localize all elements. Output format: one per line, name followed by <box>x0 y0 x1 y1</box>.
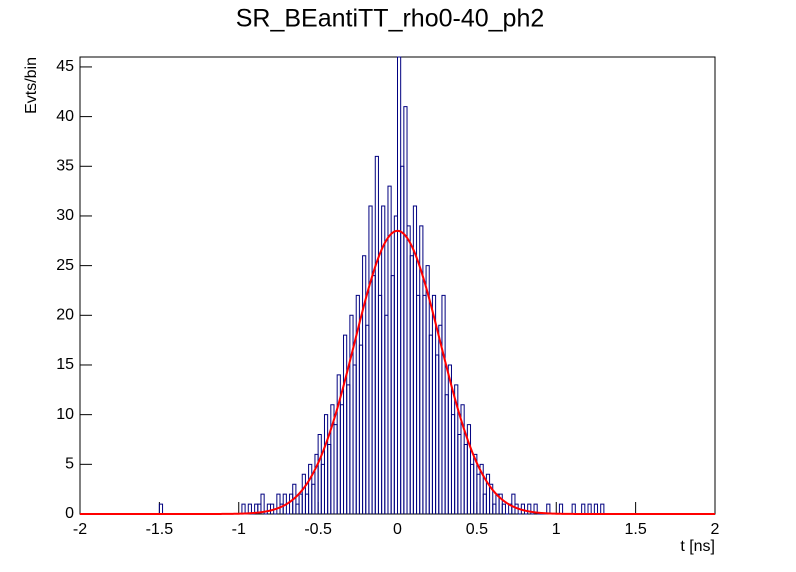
y-tick-label: 30 <box>56 207 74 224</box>
y-tick-label: 5 <box>65 456 74 473</box>
y-tick-label: 0 <box>65 505 74 522</box>
y-tick-label: 25 <box>56 257 74 274</box>
x-tick-label: -1 <box>232 521 246 538</box>
x-tick-label: -0.5 <box>304 521 332 538</box>
histogram-bin <box>527 503 532 514</box>
histogram-bin <box>533 503 538 514</box>
x-tick-label: -2 <box>73 521 87 538</box>
x-tick-label: 1 <box>552 521 561 538</box>
histogram-bin <box>593 503 599 514</box>
histogram-bin <box>241 503 246 514</box>
y-tick-label: 20 <box>56 307 74 324</box>
y-tick-label: 45 <box>56 58 74 75</box>
x-tick-label: -1.5 <box>146 521 174 538</box>
y-axis-label: Evts/bin <box>23 57 40 114</box>
histogram-bin <box>260 493 265 514</box>
histogram-bin <box>571 503 576 514</box>
y-tick-label: 15 <box>56 356 74 373</box>
y-tick-label: 35 <box>56 158 74 175</box>
histogram-bin <box>600 503 605 514</box>
histogram-bin <box>558 503 564 514</box>
x-tick-label: 1.5 <box>625 521 647 538</box>
y-tick-label: 10 <box>56 406 74 423</box>
histogram-bin <box>501 503 506 514</box>
histogram-bin <box>489 483 494 514</box>
chart-title: SR_BEantiTT_rho0-40_ph2 <box>236 5 545 33</box>
x-tick-label: 0 <box>393 521 402 538</box>
x-tick-label: 0.5 <box>466 521 488 538</box>
histogram-bin <box>479 463 484 514</box>
x-axis-label: t [ns] <box>680 538 715 555</box>
histogram-bin <box>158 503 164 514</box>
x-tick-label: 2 <box>711 521 720 538</box>
histogram-bin <box>247 503 252 514</box>
histogram-bin <box>587 503 592 514</box>
histogram-bin <box>581 503 586 514</box>
y-tick-label: 40 <box>56 108 74 125</box>
histogram-bin <box>546 503 551 514</box>
fit-curve <box>80 229 715 515</box>
